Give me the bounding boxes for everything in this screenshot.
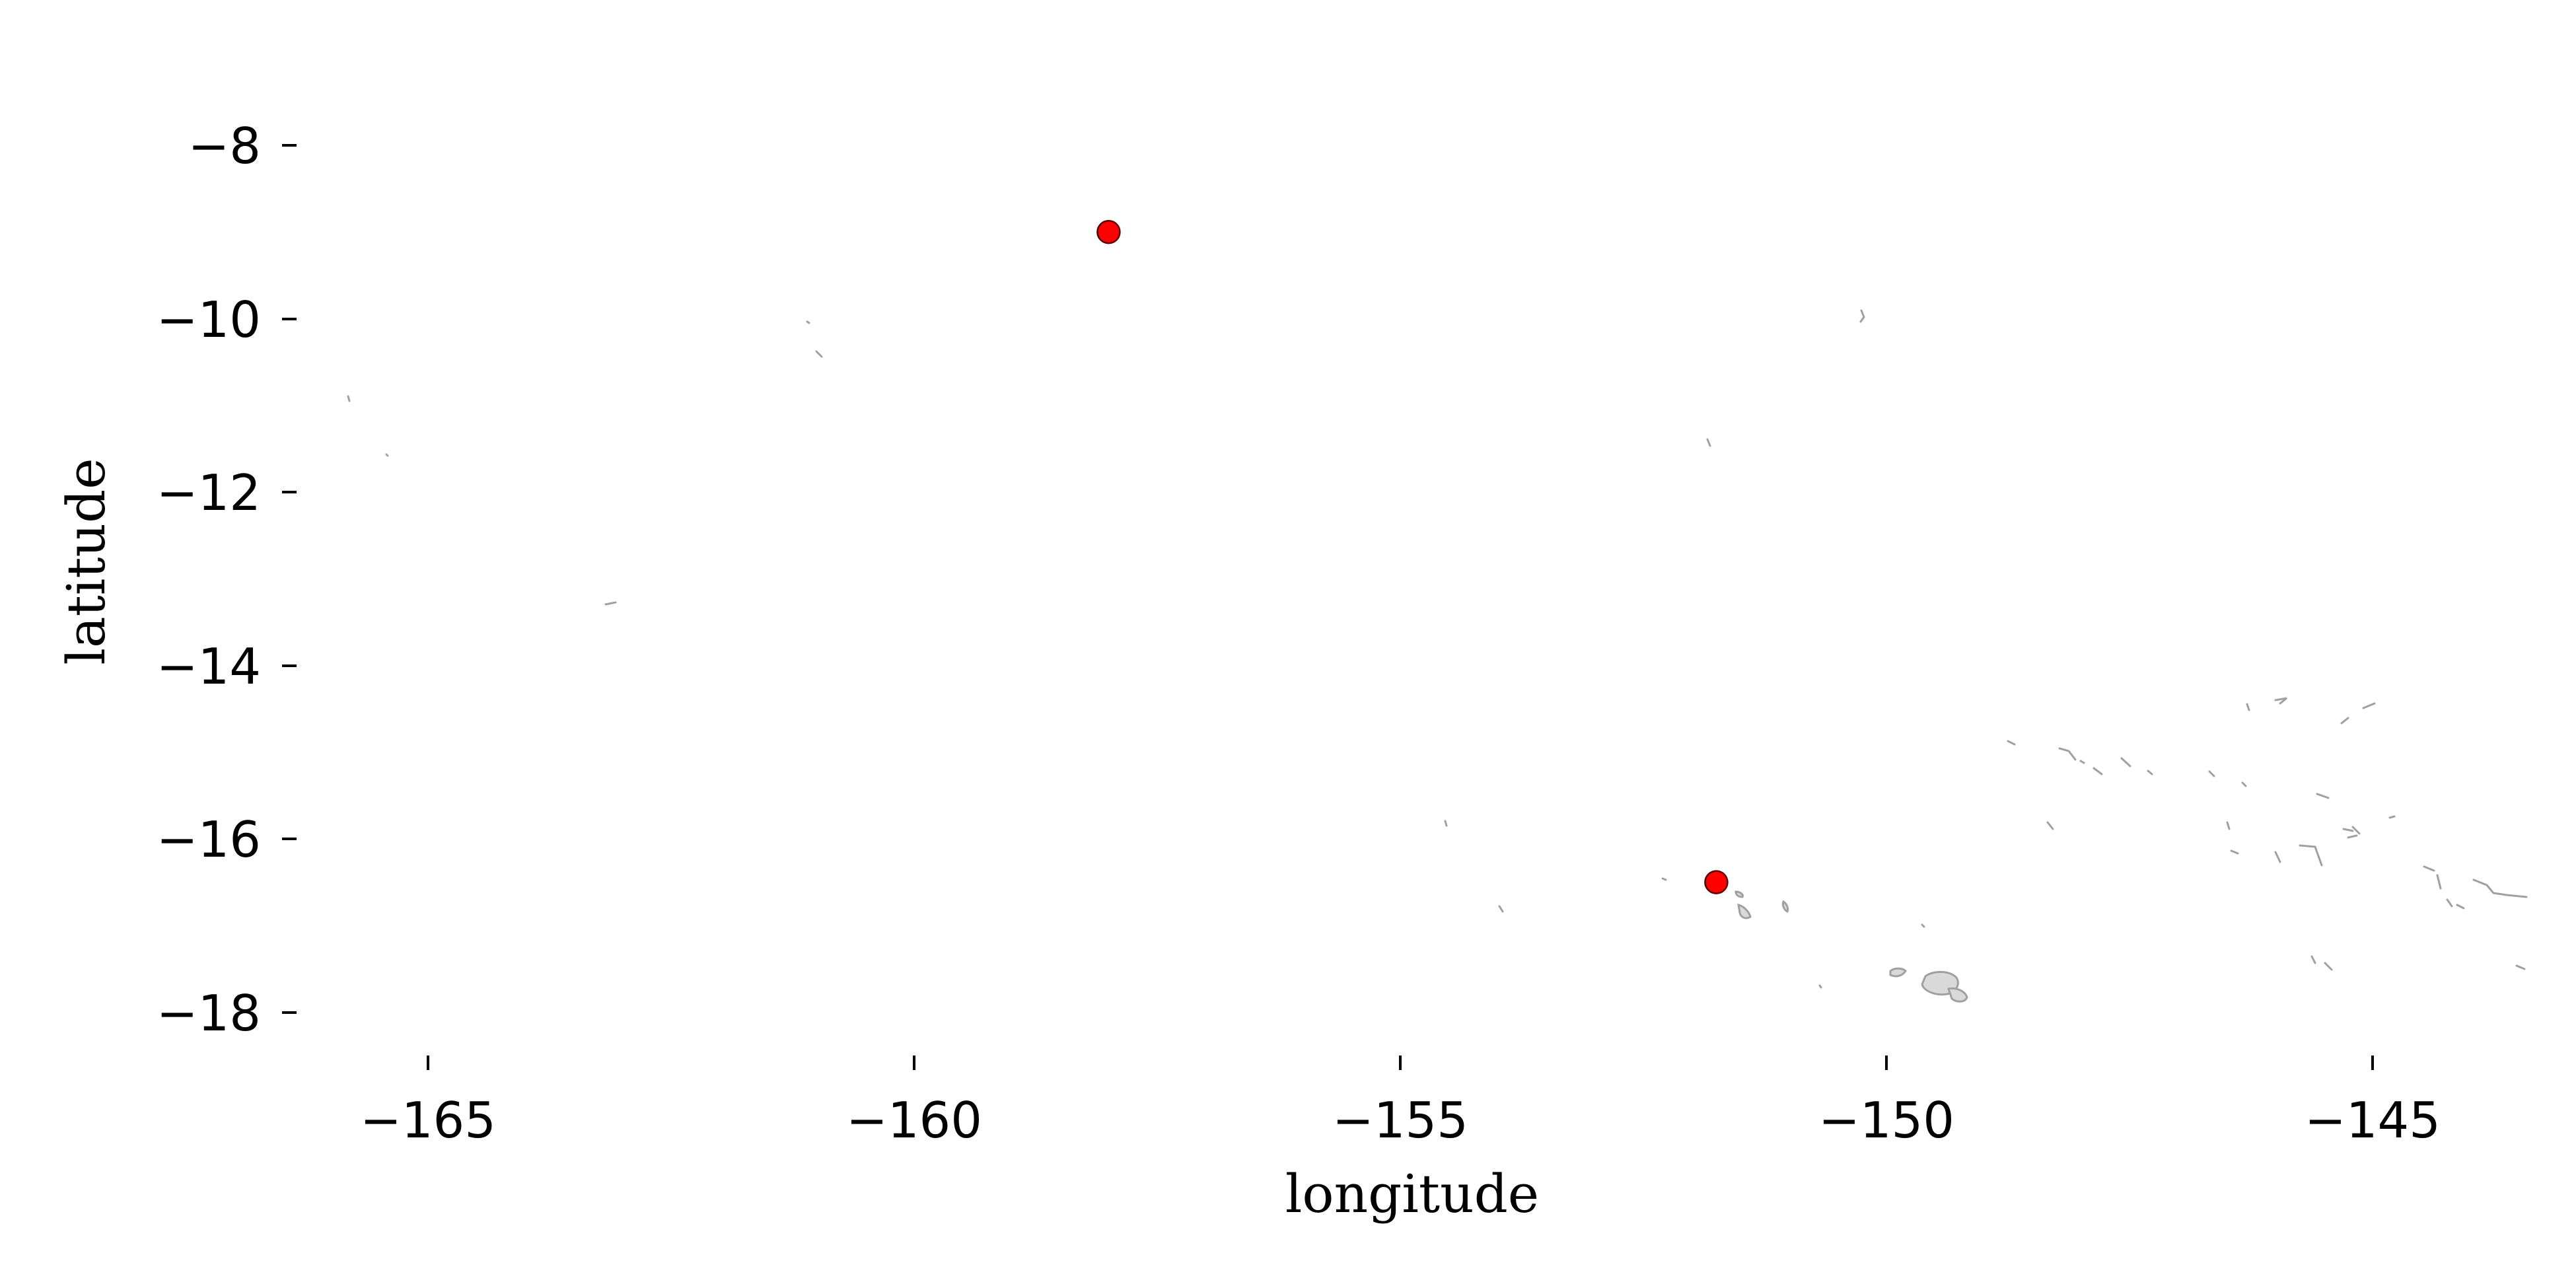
islet <box>2274 851 2281 863</box>
points-layer <box>1096 220 1729 894</box>
y-tick-label: −12 <box>157 464 261 522</box>
islet <box>2274 697 2287 705</box>
islet <box>2007 740 2016 746</box>
y-tick-label: −18 <box>157 984 261 1042</box>
island <box>1735 890 1744 898</box>
y-tick-label: −16 <box>157 810 261 869</box>
coastlines <box>347 309 2528 1003</box>
data-point <box>1704 870 1729 894</box>
islet <box>2046 821 2054 830</box>
island <box>1737 903 1752 919</box>
islet <box>2316 793 2330 799</box>
x-tick-label: −150 <box>1818 1091 1954 1149</box>
island <box>1781 900 1789 913</box>
y-tick-label: −14 <box>157 637 261 696</box>
islet <box>2388 815 2396 819</box>
islet <box>2058 747 2077 761</box>
islet <box>2299 844 2323 867</box>
islet <box>1444 820 1448 827</box>
islet <box>815 350 823 358</box>
islet <box>2342 828 2354 832</box>
x-axis-title: longitude <box>1285 1163 1539 1225</box>
islet <box>2456 904 2465 910</box>
islet <box>2436 874 2442 890</box>
y-tick-label: −8 <box>188 117 261 175</box>
islet <box>2226 821 2231 830</box>
island <box>1889 967 1907 978</box>
islet <box>2093 767 2103 775</box>
islet <box>1859 309 1865 323</box>
islet <box>2446 898 2453 908</box>
y-tick-label: −10 <box>157 291 261 349</box>
data-point <box>1096 220 1121 244</box>
islet <box>806 320 810 324</box>
x-axis: −165 −160 −155 −150 −145 longitude <box>360 1055 2441 1225</box>
islet <box>604 601 617 606</box>
islet <box>2324 962 2333 971</box>
islet <box>2246 703 2250 711</box>
islet <box>1921 923 1925 928</box>
islet <box>2515 964 2526 970</box>
plot-area <box>347 220 2528 1003</box>
islet <box>2362 702 2376 709</box>
islet <box>2472 878 2528 898</box>
islet <box>2230 849 2239 855</box>
islet <box>385 453 389 457</box>
islet <box>2147 769 2153 775</box>
islet <box>2208 770 2215 777</box>
islet <box>1661 877 1667 881</box>
islet <box>1498 905 1504 913</box>
island <box>1947 987 1968 1003</box>
islet <box>2423 865 2435 872</box>
islet <box>2340 717 2349 725</box>
islet <box>347 395 351 402</box>
x-tick-label: −145 <box>2305 1091 2441 1149</box>
x-tick-label: −155 <box>1332 1091 1468 1149</box>
islet <box>1818 984 1822 989</box>
islet <box>1706 438 1711 447</box>
islet <box>2351 826 2361 835</box>
y-axis-title: latitude <box>55 458 117 664</box>
islet <box>2310 955 2316 964</box>
x-tick-label: −160 <box>846 1091 982 1149</box>
islet <box>2120 757 2131 768</box>
y-axis: −8 −10 −12 −14 −16 −18 latitude <box>55 117 297 1042</box>
islet <box>2241 781 2247 787</box>
x-tick-label: −165 <box>360 1091 496 1149</box>
islet <box>2347 834 2358 839</box>
islet <box>2079 760 2085 764</box>
